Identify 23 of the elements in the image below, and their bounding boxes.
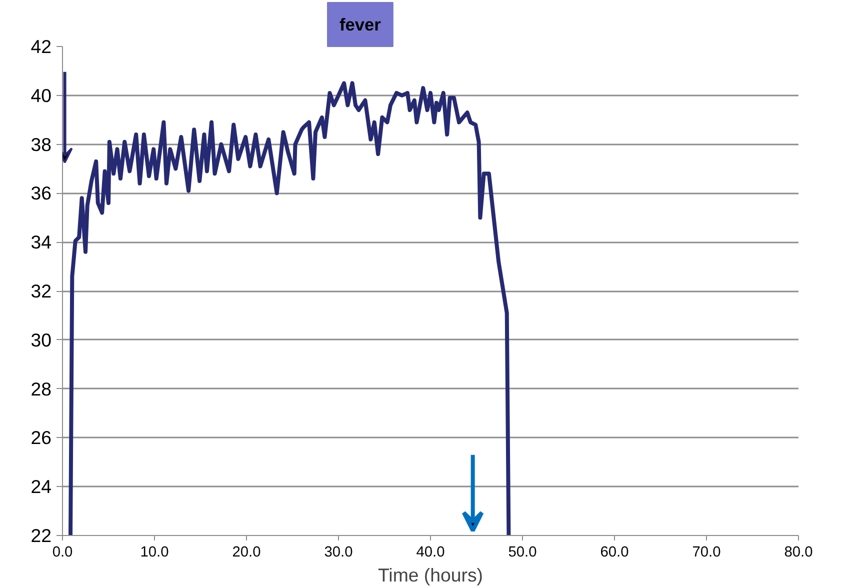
x-tick-label: 10.0	[140, 544, 169, 560]
y-tick-label: 42	[30, 36, 52, 57]
y-tick-label: 38	[30, 134, 52, 155]
x-tick-label: 0.0	[52, 544, 73, 560]
y-tick-label: 24	[30, 476, 52, 498]
y-tick-label: 22	[30, 525, 52, 546]
y-tick-label: 32	[30, 280, 52, 302]
x-tick-label: 80.0	[784, 544, 813, 560]
x-tick-label: 50.0	[508, 544, 537, 560]
x-tick-label: 20.0	[232, 544, 261, 560]
y-tick-label: 40	[30, 84, 52, 106]
x-tick-label: 30.0	[324, 544, 353, 560]
line-series	[68, 81, 511, 536]
y-tick-label: 28	[30, 378, 52, 400]
y-tick-label: 26	[30, 427, 52, 448]
text: fever	[340, 14, 382, 34]
x-tick-label: 40.0	[416, 544, 445, 560]
y-tick-label: 34	[30, 232, 52, 253]
x-tick-label: 60.0	[600, 544, 629, 560]
x-tick-label: 70.0	[692, 544, 721, 560]
x-axis-title: Time (hours)	[378, 564, 484, 586]
y-tick-label: 36	[30, 182, 52, 204]
y-tick-label: 30	[30, 329, 52, 350]
